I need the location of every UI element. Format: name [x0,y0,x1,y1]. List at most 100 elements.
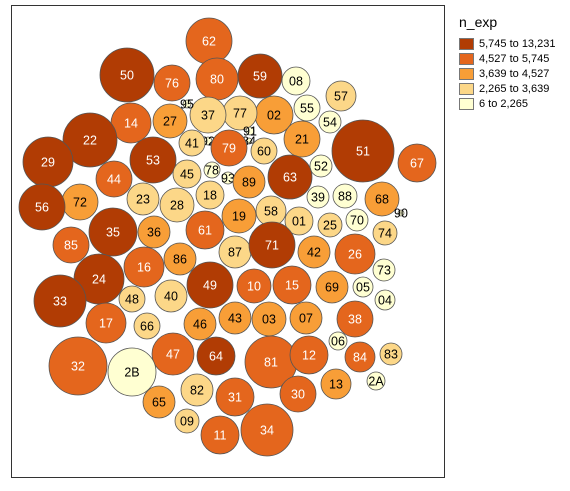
bubble-label: 16 [137,261,151,275]
bubble-label: 36 [147,226,161,240]
legend-entry: 6 to 2,265 [459,96,567,111]
bubble [289,301,323,335]
bubble [237,53,283,99]
bubble [309,154,333,178]
bubble-label: 28 [170,199,184,213]
bubble-label: 87 [228,246,242,260]
bubble-label: 89 [242,176,256,190]
bubble-label: 55 [300,102,314,116]
bubble-label: 27 [163,115,177,129]
legend-entry: 5,745 to 13,231 [459,36,567,51]
bubble-label: 19 [232,210,246,224]
bubble [318,110,342,134]
bubble [215,377,255,417]
bubble-label: 91 [243,125,257,139]
bubble-label: 70 [350,214,364,228]
bubble [289,335,329,375]
bubble-label: 37 [201,109,215,123]
bubble-label: 30 [291,388,305,402]
bubble-label: 65 [152,396,166,410]
legend-entry: 3,639 to 4,527 [459,66,567,81]
bubble-label: 83 [384,348,398,362]
bubble [123,246,165,288]
bubble-label: 44 [107,173,121,187]
bubble [163,242,197,276]
bubble [210,129,248,167]
bubble-label: 66 [140,320,154,334]
bubble-label: 43 [228,312,242,326]
bubble-label: 86 [173,253,187,267]
bubble [200,415,240,455]
bubble [154,279,188,313]
bubble-label: 60 [257,145,271,159]
bubble [283,120,321,158]
legend-swatch [459,52,474,65]
bubble-label: 52 [314,160,328,174]
bubble-label: 42 [307,246,321,260]
bubble-label: 08 [289,75,303,89]
bubble [33,274,87,328]
bubble-label: 18 [203,189,217,203]
bubble-label: 39 [311,191,325,205]
legend: n_exp 5,745 to 13,231 4,527 to 5,745 3,639… [447,14,567,111]
bubble [232,165,266,199]
legend-swatch [459,37,474,50]
bubble [137,215,171,249]
bubble [250,137,278,165]
bubble-label: 33 [53,295,67,309]
bubble-label: 34 [260,424,274,438]
bubble [159,187,195,223]
bubble [133,312,161,340]
legend-entry: 2,265 to 3,639 [459,81,567,96]
legend-swatch [459,97,474,110]
bubble-label: 74 [378,227,392,241]
bubble-label: 56 [35,201,49,215]
bubble [284,206,314,236]
bubble-label: 51 [356,145,370,159]
bubble-label: 02 [267,109,281,123]
bubble [248,221,296,269]
bubble [245,126,255,136]
bubble-label: 71 [265,239,279,253]
bubble [151,332,195,376]
bubble-label: 35 [106,226,120,240]
bubble-label: 05 [356,281,370,295]
bubble [344,341,376,373]
bubble [317,212,343,238]
bubble-label: 06 [331,335,345,349]
bubble [174,408,200,434]
bubble-label: 64 [209,350,223,364]
bubble [196,336,236,376]
legend-swatch [459,67,474,80]
bubble-label: 15 [285,279,299,293]
bubble-label: 84 [353,351,367,365]
legend-title: n_exp [459,14,498,30]
bubble [186,261,234,309]
bubble-label: 40 [164,290,178,304]
bubble [306,185,330,209]
bubble-label: 26 [348,248,362,262]
bubble-label: 50 [120,69,134,83]
bubble-label: 82 [190,384,204,398]
bubble [293,94,321,122]
bubble-label: 04 [378,294,392,308]
bubble-label: 09 [180,415,194,429]
bubble [366,371,386,391]
bubble [279,375,317,413]
bubble [379,342,403,366]
bubble-label: 90 [394,207,408,221]
bubble-label: 29 [41,156,55,170]
legend-entry: 4,527 to 5,745 [459,51,567,66]
bubble-label: 01 [292,215,306,229]
bubble-label: 48 [125,293,139,307]
bubble [372,258,396,282]
bubble-label: 54 [323,116,337,130]
bubble-label: 10 [247,280,261,294]
bubble-label: 2A [368,375,384,389]
bubble [345,208,369,232]
bubble [240,403,294,457]
bubble [172,159,202,189]
bubble-label: 77 [233,107,247,121]
